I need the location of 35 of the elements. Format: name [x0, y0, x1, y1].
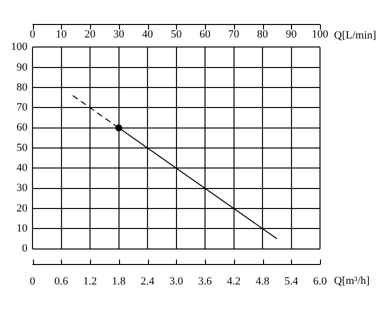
y-tick-label: 20	[16, 202, 28, 214]
x2-tick-label: 40	[142, 28, 154, 40]
y-tick-label: 50	[16, 142, 28, 154]
x2-tick-label: 70	[228, 28, 240, 40]
x2-tick-label: 0	[30, 28, 36, 40]
x2-tick-label: 60	[200, 28, 211, 40]
y-tick-label: 100	[11, 41, 28, 54]
y-tick-label: 10	[16, 222, 28, 235]
x-tick-label: 4.8	[256, 275, 270, 288]
x-tick-label: 3.0	[169, 275, 184, 288]
x2-tick-label: 10	[56, 28, 68, 40]
x-tick-label: 0	[30, 275, 36, 288]
x2-tick-label: 30	[113, 28, 125, 40]
x2-tick-label: 100	[312, 28, 329, 40]
x-tick-label: 2.4	[140, 275, 155, 288]
x2-tick-label: 90	[286, 28, 298, 40]
x2-tick-label: 20	[84, 28, 96, 40]
y-tick-label: 70	[16, 102, 28, 114]
y-tick-label: 90	[16, 61, 28, 74]
y-tick-label: 60	[16, 122, 28, 134]
x2-tick-label: 80	[257, 28, 268, 40]
x-tick-label: 5.4	[284, 275, 299, 288]
x-axis-title: Q[m³/h]	[334, 275, 370, 288]
x-tick-label: 6.0	[313, 275, 328, 288]
x-tick-label: 4.2	[226, 275, 241, 288]
x2-tick-label: 50	[170, 28, 182, 40]
y-tick-label: 40	[16, 162, 28, 174]
y-tick-label: 0	[22, 242, 28, 255]
y-tick-label: 80	[16, 81, 28, 94]
x-tick-label: 0.6	[54, 275, 69, 288]
x-tick-label: 3.6	[198, 275, 212, 288]
y-tick-label: 30	[16, 182, 28, 194]
x2-axis-title: Q[L/min]	[334, 30, 376, 42]
x-tick-label: 1.2	[83, 275, 97, 288]
x-tick-label: 1.8	[112, 275, 126, 288]
